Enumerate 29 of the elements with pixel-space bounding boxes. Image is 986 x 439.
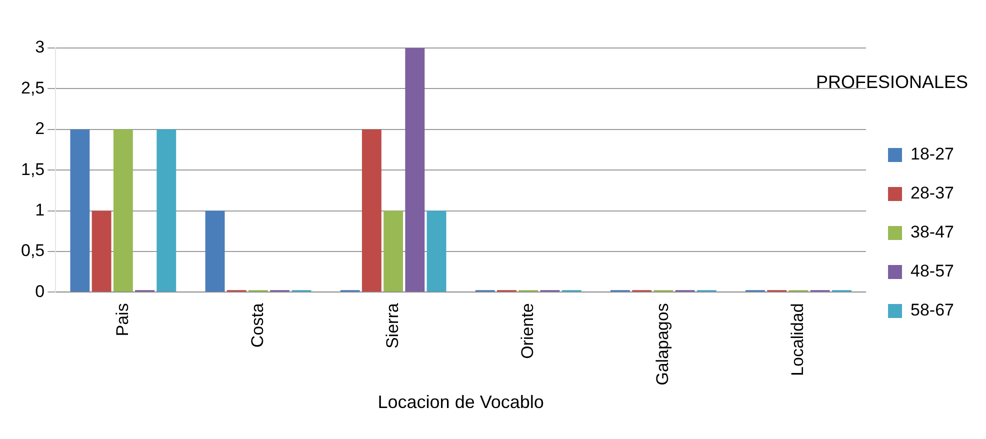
x-tick-label: Pais xyxy=(112,303,132,336)
bar xyxy=(426,210,446,292)
y-tick-label: 3 xyxy=(35,38,45,57)
bar xyxy=(113,129,133,292)
y-tick-label: 0 xyxy=(35,282,45,301)
x-tick-label: Sierra xyxy=(382,302,402,349)
legend-label: 48-57 xyxy=(910,262,954,281)
legend-title: PROFESIONALES xyxy=(816,72,968,92)
y-tick-label: 1 xyxy=(35,200,45,220)
x-axis-title: Locacion de Vocablo xyxy=(378,392,544,412)
bar xyxy=(362,129,382,292)
x-tick-label: Costa xyxy=(248,302,267,348)
bar xyxy=(92,210,112,292)
legend-label: 28-37 xyxy=(910,184,954,203)
legend-label: 18-27 xyxy=(910,144,954,164)
y-tick-label: 0,5 xyxy=(20,241,45,260)
x-tick-label: Galapagos xyxy=(653,303,672,386)
bar xyxy=(405,48,425,292)
y-tick-label: 2,5 xyxy=(20,78,45,98)
legend-label: 58-67 xyxy=(910,300,954,320)
y-tick-label: 2 xyxy=(35,119,45,138)
bar xyxy=(70,129,90,292)
x-tick-label: Localidad xyxy=(788,303,808,376)
y-tick-label: 1,5 xyxy=(20,160,45,179)
bar xyxy=(205,210,225,292)
x-tick-label: Oriente xyxy=(518,303,538,359)
legend-label: 38-47 xyxy=(910,222,954,242)
bar xyxy=(156,129,176,292)
bar xyxy=(384,210,404,292)
